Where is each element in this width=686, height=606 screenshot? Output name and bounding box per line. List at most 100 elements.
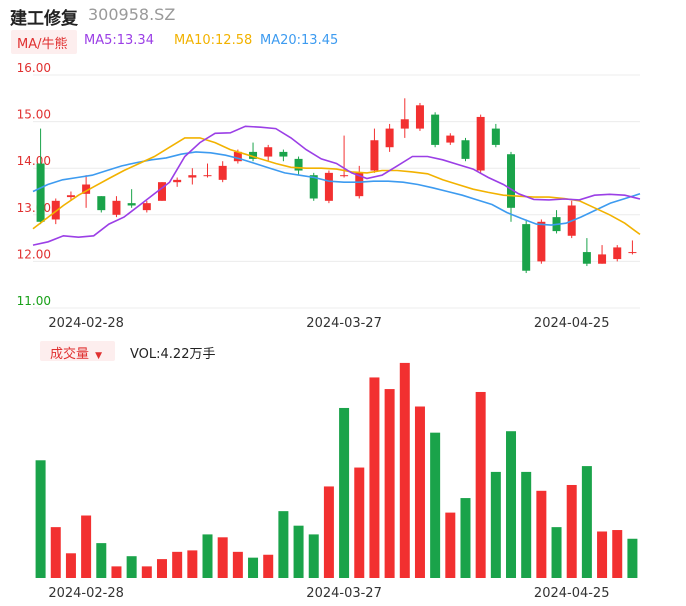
candle-body	[112, 200, 121, 215]
volume-bar	[490, 471, 501, 578]
candle-body	[66, 195, 75, 198]
volume-bar	[354, 467, 365, 578]
volume-bar	[323, 486, 334, 578]
candle-body	[582, 252, 591, 264]
y-tick-label: 13.00	[17, 201, 51, 215]
volume-bar	[597, 531, 608, 578]
ma-selector-box[interactable]	[11, 30, 77, 54]
volume-bar	[384, 389, 395, 578]
candle-body	[446, 135, 455, 143]
candle-body	[51, 200, 60, 220]
ma10-legend: MA10:12.58	[174, 33, 253, 48]
ma10-line	[32, 137, 641, 236]
volume-bar	[414, 406, 425, 578]
volume-bar	[308, 534, 319, 578]
volume-x-tick-label: 2024-02-28	[48, 586, 124, 601]
volume-selector-box[interactable]	[40, 341, 115, 361]
volume-bar	[293, 525, 304, 578]
candle-body	[491, 128, 500, 145]
y-tick-label: 14.00	[17, 154, 51, 168]
candle-body	[628, 252, 637, 254]
candle-body	[157, 182, 166, 201]
volume-bar	[232, 551, 243, 578]
stock-name: 建工修复	[10, 9, 78, 29]
volume-bar	[111, 566, 122, 578]
volume-bar	[187, 550, 198, 578]
volume-bar	[141, 566, 152, 578]
volume-bar	[50, 527, 61, 578]
x-tick-label: 2024-03-27	[306, 316, 382, 331]
y-tick-label: 12.00	[17, 247, 51, 261]
volume-bar	[627, 538, 638, 578]
candle-body	[173, 179, 182, 183]
volume-bar	[96, 543, 107, 578]
candle-body	[415, 105, 424, 129]
ma5-line	[32, 125, 641, 246]
candle-body	[522, 224, 531, 271]
volume-bar	[521, 471, 532, 578]
volume-bar	[156, 559, 167, 578]
volume-bar	[65, 553, 76, 578]
candle-body	[400, 119, 409, 129]
volume-bar	[369, 377, 380, 578]
candle-body	[598, 254, 607, 264]
volume-bar	[263, 554, 274, 578]
candle-body	[537, 221, 546, 262]
candle-body	[279, 151, 288, 157]
volume-bar	[536, 490, 547, 578]
volume-bar	[81, 515, 92, 578]
candle-body	[127, 203, 136, 206]
candle-body	[309, 175, 318, 199]
candle-body	[370, 140, 379, 171]
volume-x-tick-label: 2024-04-25	[534, 586, 610, 601]
volume-bar	[612, 530, 623, 578]
candle-body	[613, 247, 622, 260]
volume-bar	[581, 466, 592, 578]
candle-body	[355, 172, 364, 197]
dropdown-arrow-icon[interactable]: ▼	[95, 351, 103, 361]
candle-body	[36, 163, 45, 222]
volume-bar	[460, 498, 471, 578]
volume-bar	[399, 362, 410, 578]
volume-bar	[445, 512, 456, 578]
y-tick-label: 11.00	[17, 294, 51, 308]
volume-value: VOL:4.22万手	[130, 347, 216, 362]
y-tick-label: 16.00	[17, 61, 51, 75]
volume-bar	[475, 391, 486, 578]
volume-bar	[35, 460, 46, 578]
volume-bar	[566, 484, 577, 578]
ma20-legend: MA20:13.45	[260, 33, 339, 48]
candle-body	[218, 165, 227, 180]
candle-body	[476, 116, 485, 171]
candle-body	[461, 140, 470, 159]
candle-body	[264, 147, 273, 157]
candle-body	[82, 184, 91, 194]
y-tick-label: 15.00	[17, 108, 51, 122]
candle-body	[188, 175, 197, 178]
candle-body	[233, 151, 242, 162]
candle-body	[507, 154, 516, 208]
candle-body	[249, 151, 258, 159]
volume-selector[interactable]: 成交量 ▼	[50, 343, 102, 362]
candle-body	[324, 172, 333, 201]
candle-body	[203, 175, 212, 177]
candle-body	[431, 114, 440, 145]
volume-bar	[202, 534, 213, 578]
volume-bar	[217, 537, 228, 578]
volume-bar	[551, 527, 562, 578]
ma20-line	[32, 151, 641, 226]
volume-bar	[278, 511, 289, 578]
volume-bar	[126, 556, 137, 578]
ma-selector-label[interactable]: MA/牛熊	[17, 37, 68, 52]
stock-code: 300958.SZ	[88, 5, 176, 24]
candle-body	[97, 196, 106, 211]
candle-body	[385, 128, 394, 148]
candle-body	[340, 175, 349, 177]
x-tick-label: 2024-04-25	[534, 316, 610, 331]
candle-body	[142, 203, 151, 211]
volume-selector-label[interactable]: 成交量	[50, 347, 90, 362]
ma5-legend: MA5:13.34	[84, 33, 154, 48]
x-tick-label: 2024-02-28	[48, 316, 124, 331]
volume-bar	[248, 557, 259, 578]
